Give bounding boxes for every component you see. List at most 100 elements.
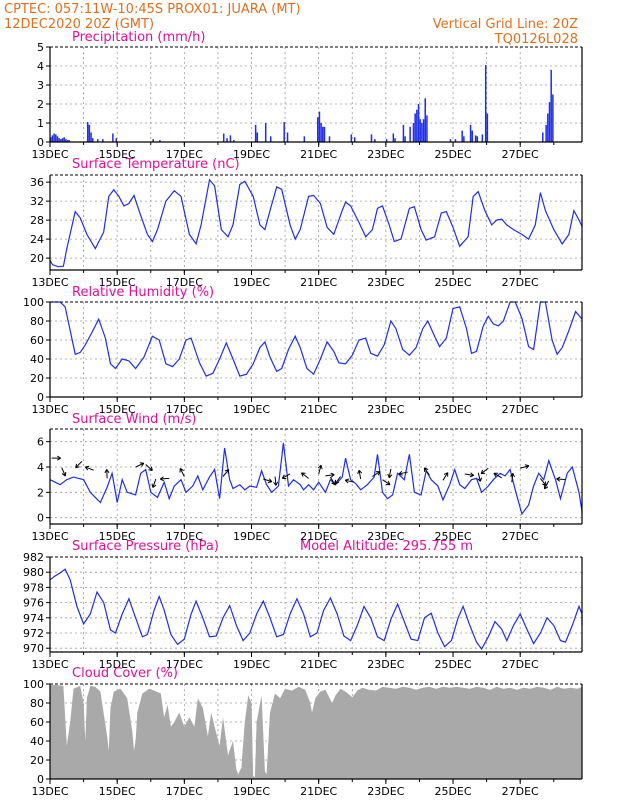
x-tick-label: 23DEC [367,530,404,543]
wind-arrow [358,470,362,480]
panel-title: Relative Humidity (%) [72,285,214,300]
precip-bar [65,139,67,142]
y-tick-label: 32 [30,195,44,208]
precip-bar [385,139,388,142]
wind-arrow-head [398,470,403,476]
wind-arrow [464,473,474,476]
panel-wind: Surface Wind (m/s) 0 2 4 6 13DEC 15DEC 17DEC 19D… [31,412,583,543]
precip-bar [51,135,54,142]
x-tick-label: 27DEC [502,530,539,543]
wind-arrow [318,465,322,475]
wind-arrow [477,472,481,482]
wind-arrow-head [357,469,363,475]
precip-bar [159,140,161,142]
y-tick-label: 20 [30,754,44,767]
x-tick-label: 27DEC [502,785,539,798]
y-tick-label: 6 [37,436,44,449]
precip-bar [481,134,484,142]
wind-arrow [539,478,547,486]
precip-bar [286,132,289,142]
precip-bar [112,133,114,142]
precip-bar [254,124,257,142]
wind-arrow-head [480,469,486,475]
y-tick-label: 972 [23,627,44,640]
precip-bar [374,139,376,142]
wind-arrow [382,479,391,486]
wind-arrow-head [151,483,157,488]
x-tick-label: 27DEC [502,148,539,161]
precip-bar [449,139,452,142]
wind-arrow-head [84,465,90,471]
precip-bar [486,113,489,142]
y-tick-label: 100 [23,296,44,309]
x-tick-label: 17DEC [166,403,203,416]
wind-arrow-head [139,462,145,467]
precip-bar [63,137,65,142]
x-tick-label: 25DEC [434,785,471,798]
wind-arrow-head [556,476,561,482]
precip-bar [317,117,319,142]
y-tick-label: 3 [37,79,44,92]
wind-arrow [61,467,66,477]
wind-arrow-head [543,484,549,490]
wind-arrow [179,468,185,477]
wind-arrow [222,469,230,477]
wind-arrow-head [159,476,165,482]
precip-bar [463,136,465,142]
precip-bar [402,124,405,142]
x-tick-label: 19DEC [233,276,270,289]
precip-bar [56,136,59,142]
wind-arrow-head [273,481,279,486]
y-tick-label: 0 [37,136,44,149]
wind-arrow [493,472,502,479]
wind-arrow-head [477,477,483,482]
precip-bar [61,138,64,142]
precip-bar [409,126,411,142]
wind-arrow-head [469,472,474,478]
model-altitude-annotation: Model Altitude: 295.755 m [300,539,473,554]
precip-bar [548,102,551,142]
panel-title: Precipitation (mm/h) [72,30,205,45]
wind-arrow [520,465,529,469]
precip-bar [320,123,322,142]
precip-bar [97,139,99,142]
x-tick-label: 21DEC [300,785,337,798]
wind-arrow-head [344,478,350,484]
precip-bar [417,104,420,142]
precip-bar [115,138,118,142]
precip-bar [53,133,55,142]
header-run-id: TQ0126L028 [494,32,578,47]
precip-bar [55,134,57,142]
x-tick-label: 21DEC [300,148,337,161]
y-tick-label: 40 [30,735,44,748]
x-tick-label: 15DEC [99,148,136,161]
precip-bar [91,138,94,142]
y-tick-label: 60 [30,334,44,347]
panel-pressure: Surface Pressure (hPa) Model Altitude: 29… [23,539,583,671]
precip-bar [256,132,259,142]
panel-title: Cloud Cover (%) [72,666,178,681]
precip-bar [545,124,547,142]
wind-arrow-head [443,472,449,477]
wind-arrow-head [61,471,67,477]
series-line-pressure [49,568,583,651]
x-tick-label: 19DEC [233,403,270,416]
x-tick-label: 21DEC [300,403,337,416]
wind-arrow [263,478,273,483]
y-tick-label: 982 [23,551,44,564]
precip-bar [419,119,421,142]
y-tick-label: 970 [23,642,44,655]
wind-arrow-head [387,473,393,479]
series-line-temp [49,178,583,268]
wind-arrow [160,477,170,480]
precip-bar [350,134,353,142]
x-tick-label: 23DEC [367,658,404,671]
y-tick-label: 980 [23,566,44,579]
x-tick-label: 13DEC [31,658,68,671]
wind-arrow [301,472,309,479]
wind-arrow [145,464,153,471]
precip-bar [269,136,272,142]
wind-arrow [372,471,381,477]
x-tick-label: 25DEC [434,403,471,416]
wind-arrow-head [75,463,80,469]
